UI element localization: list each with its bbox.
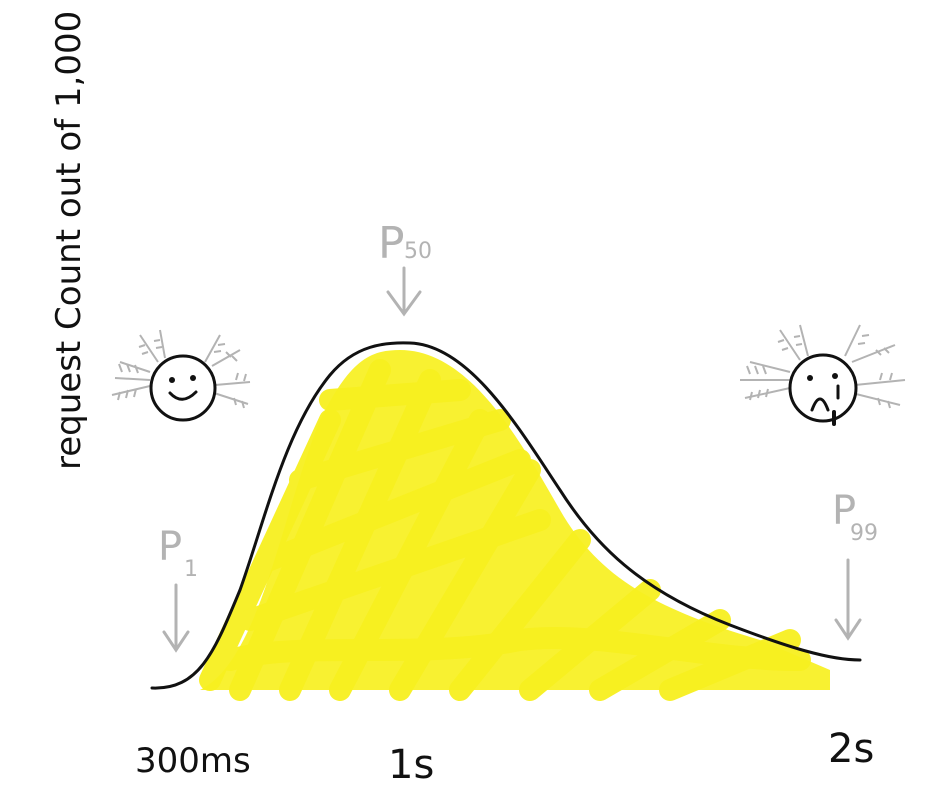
p1-annotation: P 1 bbox=[158, 524, 198, 653]
p1-subscript: 1 bbox=[184, 557, 198, 582]
p99-annotation: P 99 bbox=[832, 488, 878, 641]
p50-subscript: 50 bbox=[404, 239, 432, 264]
p99-label: P bbox=[832, 488, 856, 534]
p50-label: P bbox=[378, 218, 405, 269]
p1-label: P bbox=[158, 524, 182, 570]
x-tick-2s: 2s bbox=[828, 726, 874, 772]
y-axis-label: request Count out of 1,000 bbox=[49, 11, 89, 470]
p50-arrow-icon bbox=[386, 266, 422, 317]
p99-arrow-icon bbox=[834, 558, 862, 641]
sad-axolotl-icon bbox=[740, 324, 906, 426]
p50-annotation: P 50 bbox=[378, 218, 432, 317]
p1-arrow-icon bbox=[162, 583, 190, 653]
x-tick-1s: 1s bbox=[388, 742, 434, 788]
happy-axolotl-icon bbox=[111, 329, 251, 422]
distribution-curve bbox=[150, 341, 862, 690]
p99-subscript: 99 bbox=[850, 521, 878, 546]
x-tick-300ms: 300ms bbox=[135, 741, 251, 781]
fill-scribbles bbox=[199, 359, 811, 701]
